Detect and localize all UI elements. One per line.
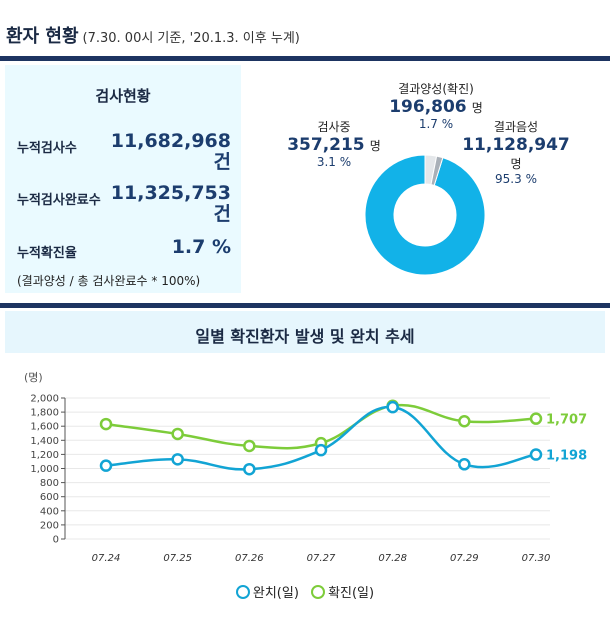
positive-rate-note: (결과양성 / 총 검사완료수 * 100%) xyxy=(17,274,201,288)
pie-label-negative-name: 결과음성 xyxy=(493,120,539,134)
y-tick-label: 1,000 xyxy=(30,464,59,475)
data-point-recovered xyxy=(458,458,471,471)
total-tests-label: 누적검사수 xyxy=(17,141,77,156)
completed-tests-label: 누적검사완료수 xyxy=(17,193,101,208)
data-point-recovered xyxy=(171,453,184,466)
page-header: 환자 현황 (7.30. 00시 기준, '20.1.3. 이후 누계) xyxy=(6,22,300,48)
completed-tests-unit: 건 xyxy=(213,203,231,225)
x-tick-label: 07.25 xyxy=(163,553,192,564)
pie-label-positive-name: 결과양성(확진) xyxy=(398,82,474,96)
pie-label-testing-unit: 명 xyxy=(369,139,381,153)
completed-tests-number: 11,325,753 xyxy=(110,182,231,204)
positive-rate-value: 1.7 % xyxy=(171,236,231,258)
trend-header: 일별 확진환자 발생 및 완치 추세 xyxy=(5,311,605,353)
pie-label-negative: 결과음성 11,128,947 명 95.3 % xyxy=(460,118,572,186)
pie-label-testing-name: 검사중 xyxy=(317,120,351,134)
data-point-recovered xyxy=(99,459,113,472)
test-result-donut-chart xyxy=(364,154,486,276)
test-status-heading: 검사현황 xyxy=(95,87,151,105)
positive-rate-label: 누적확진율 xyxy=(17,246,77,261)
x-tick-label: 07.28 xyxy=(378,553,407,564)
pie-label-negative-unit: 명 xyxy=(510,157,522,171)
x-tick-label: 07.29 xyxy=(450,553,479,564)
x-tick-label: 07.27 xyxy=(307,553,336,564)
daily-trend-line-chart: (명) 0 200 400 600 800 1,000 1,200 1,400 1,600 1,80… xyxy=(24,371,587,564)
data-point-recovered xyxy=(314,443,328,457)
data-point-confirmed xyxy=(529,412,543,425)
legend-marker-recovered xyxy=(235,584,250,599)
total-tests-number: 11,682,968 xyxy=(110,130,231,152)
legend-item-confirmed: 확진(일) xyxy=(311,582,374,601)
pie-label-positive-value: 196,806 xyxy=(389,97,467,117)
pie-label-testing-value: 357,215 xyxy=(287,135,365,155)
y-tick-label: 600 xyxy=(40,492,59,503)
pie-label-positive: 결과양성(확진) 196,806 명 1.7 % xyxy=(376,80,496,131)
legend-label-confirmed: 확진(일) xyxy=(328,586,375,601)
data-point-recovered xyxy=(529,448,543,461)
y-tick-label: 1,200 xyxy=(30,450,59,461)
end-label-recovered: 1,198 xyxy=(546,449,587,464)
data-point-recovered xyxy=(386,400,399,414)
pie-label-positive-percent: 1.7 % xyxy=(418,117,454,131)
header-divider xyxy=(0,56,610,61)
pie-label-negative-value: 11,128,947 xyxy=(462,135,570,155)
chart-legend: 완치(일) 확진(일) xyxy=(0,582,610,603)
x-tick-label: 07.26 xyxy=(235,553,264,564)
pie-label-testing-percent: 3.1 % xyxy=(316,155,352,169)
y-tick-label: 1,800 xyxy=(30,408,59,419)
y-tick-label: 0 xyxy=(53,535,59,546)
section-divider xyxy=(0,303,610,308)
page-title: 환자 현황 xyxy=(6,26,79,47)
data-point-confirmed xyxy=(171,427,184,441)
y-tick-label: 2,000 xyxy=(30,394,59,405)
y-tick-label: 400 xyxy=(40,506,59,517)
y-tick-label: 1,400 xyxy=(30,436,59,447)
legend-item-recovered: 완치(일) xyxy=(235,582,299,601)
x-tick-label: 07.24 xyxy=(92,553,121,564)
y-tick-label: 800 xyxy=(40,478,59,489)
legend-marker-confirmed xyxy=(311,584,326,599)
pie-label-negative-percent: 95.3 % xyxy=(495,172,537,186)
donut-slice-negative xyxy=(364,154,486,276)
y-axis-label: (명) xyxy=(24,371,43,384)
total-tests-value: 11,682,968 건 xyxy=(111,131,231,173)
test-status-panel: 검사현황 누적검사수 11,682,968 건 누적검사완료수 11,325,7… xyxy=(5,65,241,293)
pie-label-positive-unit: 명 xyxy=(471,101,483,115)
page-subtitle: (7.30. 00시 기준, '20.1.3. 이후 누계) xyxy=(82,31,300,46)
total-tests-unit: 건 xyxy=(213,151,231,173)
trend-title: 일별 확진환자 발생 및 완치 추세 xyxy=(195,327,415,346)
data-point-recovered xyxy=(243,462,256,476)
x-tick-label: 07.30 xyxy=(522,553,551,564)
end-label-confirmed: 1,707 xyxy=(546,413,587,428)
legend-label-recovered: 완치(일) xyxy=(252,586,299,601)
pie-label-testing: 검사중 357,215 명 3.1 % xyxy=(282,118,386,169)
data-point-confirmed xyxy=(243,439,256,453)
completed-tests-value: 11,325,753 건 xyxy=(111,183,231,225)
y-tick-label: 200 xyxy=(40,520,59,531)
y-tick-label: 1,600 xyxy=(30,422,59,433)
data-point-confirmed xyxy=(458,415,471,428)
donut-slice-positive xyxy=(430,155,444,187)
data-point-confirmed xyxy=(99,417,113,431)
